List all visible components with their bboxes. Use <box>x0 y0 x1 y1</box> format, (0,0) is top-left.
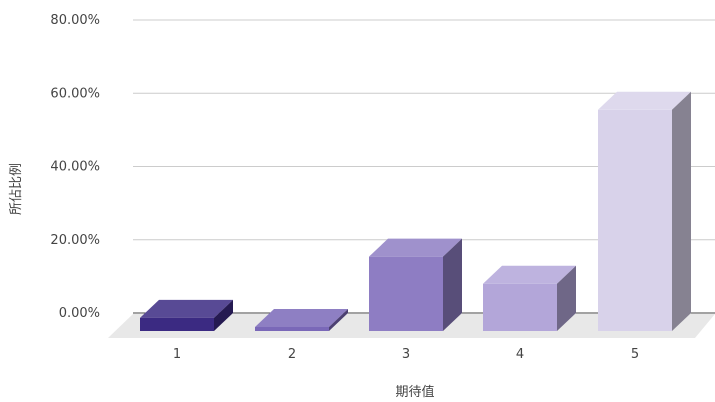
x-axis-title: 期待值 <box>395 384 434 398</box>
x-tick-label: 5 <box>631 347 639 362</box>
bar <box>369 238 462 331</box>
y-axis-ticks: 0.00% 20.00% 40.00% 60.00% 80.00% <box>50 13 100 321</box>
bar-top <box>598 91 691 110</box>
bar-front <box>255 327 329 331</box>
y-tick-label: 60.00% <box>50 86 100 101</box>
bar <box>483 265 576 331</box>
y-axis-title: 所佔比例 <box>9 163 24 215</box>
bar-side <box>557 265 576 331</box>
bar <box>255 309 348 331</box>
x-tick-label: 2 <box>288 347 296 362</box>
bar <box>598 91 691 331</box>
y-tick-label: 80.00% <box>50 13 100 28</box>
y-tick-label: 40.00% <box>50 160 100 175</box>
bar-top <box>255 309 348 327</box>
bar-side <box>214 299 233 331</box>
bar-front <box>483 283 557 331</box>
bar-top <box>369 238 462 257</box>
bar-front <box>140 317 214 331</box>
bar-front <box>369 256 443 331</box>
bar-front <box>598 109 672 331</box>
x-tick-label: 1 <box>173 347 181 362</box>
bar <box>140 299 233 331</box>
bars <box>140 91 691 331</box>
bar-side <box>329 309 348 331</box>
bar-top <box>483 265 576 284</box>
x-axis-ticks: 1 2 3 4 5 <box>173 347 639 362</box>
y-tick-label: 0.00% <box>59 306 100 321</box>
x-tick-label: 3 <box>402 347 410 362</box>
bar-side <box>672 91 691 331</box>
bar-top <box>140 299 233 318</box>
x-tick-label: 4 <box>516 347 524 362</box>
bar-side <box>443 238 462 331</box>
y-tick-label: 20.00% <box>50 233 100 248</box>
